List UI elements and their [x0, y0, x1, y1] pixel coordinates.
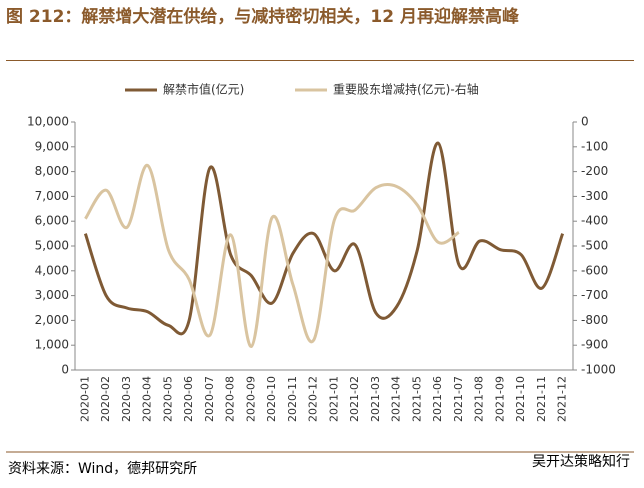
y-tick-label: 8,000	[35, 164, 69, 178]
y2-tick-label: -500	[581, 239, 608, 253]
x-tick-label: 2020-09	[244, 376, 257, 422]
y-tick-label: 2,000	[35, 313, 69, 327]
x-tick-label: 2020-08	[224, 376, 237, 422]
y2-tick-label: -400	[581, 214, 608, 228]
source: 资料来源：Wind，德邦研究所	[8, 461, 197, 477]
x-tick-label: 2021-03	[369, 376, 382, 422]
chart-title: 图 212：解禁增大潜在供给，与减持密切相关，12 月再迎解禁高峰	[6, 7, 519, 27]
x-tick-label: 2021-12	[556, 376, 569, 422]
x-tick-label: 2021-05	[410, 376, 423, 422]
y2-tick-label: -300	[581, 189, 608, 203]
x-tick-label: 2021-09	[493, 376, 506, 422]
x-tick-label: 2021-01	[327, 376, 340, 422]
series-line	[84, 163, 460, 348]
y2-tick-label: -1000	[581, 363, 616, 377]
legend-label: 解禁市值(亿元)	[163, 82, 244, 97]
x-tick-label: 2020-07	[203, 376, 216, 422]
x-tick-label: 2021-11	[535, 376, 548, 422]
y-tick-label: 4,000	[35, 263, 69, 277]
y2-tick-label: 0	[581, 115, 589, 129]
x-tick-label: 2020-03	[120, 376, 133, 422]
x-tick-label: 2021-10	[514, 376, 527, 422]
x-tick-label: 2021-04	[390, 376, 403, 422]
y-tick-label: 5,000	[35, 239, 69, 253]
x-tick-label: 2021-08	[473, 376, 486, 422]
title-rule	[6, 60, 634, 61]
y2-tick-label: -600	[581, 263, 608, 277]
x-tick-label: 2021-06	[431, 376, 444, 422]
y-tick-label: 1,000	[35, 338, 69, 352]
y-tick-label: 7,000	[35, 189, 69, 203]
x-tick-label: 2020-10	[265, 376, 278, 422]
x-tick-label: 2021-02	[348, 376, 361, 422]
y-tick-label: 3,000	[35, 288, 69, 302]
series-line	[83, 141, 565, 336]
y-tick-label: 6,000	[35, 214, 69, 228]
x-tick-label: 2020-04	[141, 376, 154, 422]
x-tick-label: 2020-02	[99, 376, 112, 422]
y2-tick-label: -200	[581, 164, 608, 178]
watermark: 吴开达策略知行	[532, 453, 630, 470]
x-tick-label: 2021-07	[452, 376, 465, 422]
legend-label: 重要股东增减持(亿元)-右轴	[333, 82, 479, 97]
y2-tick-label: -900	[581, 338, 608, 352]
y-tick-label: 0	[61, 363, 69, 377]
y2-tick-label: -100	[581, 139, 608, 153]
y-tick-label: 10,000	[27, 115, 69, 129]
y-tick-label: 9,000	[35, 139, 69, 153]
x-tick-label: 2020-12	[307, 376, 320, 422]
x-tick-label: 2020-01	[78, 376, 91, 422]
x-tick-label: 2020-11	[286, 376, 299, 422]
y2-tick-label: -700	[581, 288, 608, 302]
y2-tick-label: -800	[581, 313, 608, 327]
x-tick-label: 2020-05	[161, 376, 174, 422]
x-tick-label: 2020-06	[182, 376, 195, 422]
